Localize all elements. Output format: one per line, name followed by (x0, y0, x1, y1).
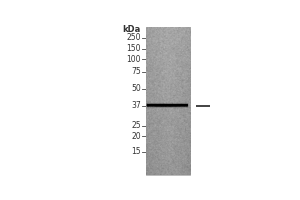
Text: 75: 75 (131, 67, 141, 76)
Text: kDa: kDa (123, 25, 141, 34)
Text: 20: 20 (131, 132, 141, 141)
Text: 100: 100 (127, 55, 141, 64)
Text: 250: 250 (127, 33, 141, 42)
Text: 150: 150 (127, 44, 141, 53)
Text: 37: 37 (131, 101, 141, 110)
Text: 25: 25 (131, 121, 141, 130)
Text: 15: 15 (131, 147, 141, 156)
Bar (146, 27, 190, 175)
Text: 50: 50 (131, 84, 141, 93)
